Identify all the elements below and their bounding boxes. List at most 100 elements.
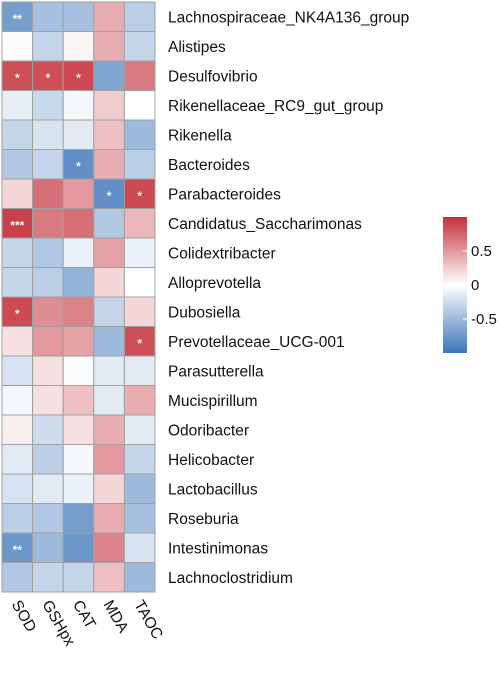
heatmap-cell-dubosiella-cat bbox=[62, 296, 95, 327]
heatmap-cell-mucispirillum-taoc bbox=[123, 385, 156, 416]
heatmap-cell-alloprevotella-mda bbox=[93, 267, 125, 298]
row-label-colidextribacter: Colidextribacter bbox=[168, 245, 276, 262]
column-label-sod: SOD bbox=[8, 598, 40, 636]
row-label-odoribacter: Odoribacter bbox=[168, 422, 249, 439]
heatmap-cell-mucispirillum-sod bbox=[1, 385, 34, 416]
heatmap-cell-parasutterella-sod bbox=[1, 355, 34, 386]
heatmap-cell-helicobacter-sod bbox=[1, 444, 34, 475]
heatmap-cell-bacteroides-mda bbox=[93, 149, 125, 180]
heatmap-cell-rikenella-mda bbox=[93, 119, 125, 150]
significance-mark: *** bbox=[10, 218, 24, 232]
color-legend-ticks: 0.5 0 -0.5 bbox=[463, 243, 497, 328]
heatmap-cell-odoribacter-sod bbox=[1, 414, 34, 445]
row-label-parasutterella: Parasutterella bbox=[168, 363, 264, 380]
heatmap-cell-rikenellaceae-rc9-gut-group-taoc bbox=[123, 90, 156, 121]
row-label-desulfovibrio: Desulfovibrio bbox=[168, 68, 258, 85]
heatmap-cell-lachnospiraceae-nk4a136-group-cat bbox=[62, 1, 95, 32]
significance-mark: * bbox=[76, 71, 81, 85]
heatmap-cell-mucispirillum-gshpx bbox=[32, 385, 64, 416]
row-label-prevotellaceae-ucg-001: Prevotellaceae_UCG-001 bbox=[168, 334, 345, 351]
heatmap-cell-parabacteroides-gshpx bbox=[32, 178, 64, 209]
heatmap-cell-roseburia-sod bbox=[1, 503, 34, 534]
color-legend-tick-label: 0.5 bbox=[471, 243, 492, 260]
heatmap-cell-mucispirillum-mda bbox=[93, 385, 125, 416]
heatmap-cell-colidextribacter-cat bbox=[62, 237, 95, 268]
heatmap-cell-prevotellaceae-ucg-001-taoc bbox=[123, 326, 156, 357]
heatmap-cell-candidatus-saccharimonas-cat bbox=[62, 208, 95, 239]
significance-mark: * bbox=[137, 336, 142, 350]
heatmap-cell-alloprevotella-sod bbox=[1, 267, 34, 298]
color-legend: 0.5 0 -0.5 bbox=[443, 217, 497, 353]
heatmap-cell-odoribacter-taoc bbox=[123, 414, 156, 445]
row-label-alistipes: Alistipes bbox=[168, 39, 226, 56]
heatmap-cell-alloprevotella-taoc bbox=[123, 267, 156, 298]
column-label-taoc: TAOC bbox=[130, 598, 166, 643]
heatmap-cell-prevotellaceae-ucg-001-cat bbox=[62, 326, 95, 357]
row-label-helicobacter: Helicobacter bbox=[168, 452, 254, 469]
significance-mark: * bbox=[15, 307, 20, 321]
heatmap-cell-bacteroides-gshpx bbox=[32, 149, 64, 180]
heatmap-cell-parasutterella-mda bbox=[93, 355, 125, 386]
heatmap-cell-colidextribacter-mda bbox=[93, 237, 125, 268]
heatmap-cell-lachnoclostridium-taoc bbox=[123, 562, 156, 593]
heatmap-cell-lactobacillus-mda bbox=[93, 473, 125, 504]
heatmap-cell-parasutterella-gshpx bbox=[32, 355, 64, 386]
heatmap-cell-roseburia-taoc bbox=[123, 503, 156, 534]
heatmap-cell-colidextribacter-taoc bbox=[123, 237, 156, 268]
heatmap-cell-lachnoclostridium-mda bbox=[93, 562, 125, 593]
heatmap-cell-lachnospiraceae-nk4a136-group-gshpx bbox=[32, 1, 64, 32]
heatmap-cells: *** * *** ******** bbox=[1, 1, 156, 593]
heatmap-cell-prevotellaceae-ucg-001-mda bbox=[93, 326, 125, 357]
heatmap-cell-helicobacter-mda bbox=[93, 444, 125, 475]
heatmap-cell-alloprevotella-cat bbox=[62, 267, 95, 298]
heatmap-cell-prevotellaceae-ucg-001-sod bbox=[1, 326, 34, 357]
heatmap-cell-roseburia-cat bbox=[62, 503, 95, 534]
color-legend-tick-label: 0 bbox=[471, 277, 479, 294]
column-label-cat: CAT bbox=[69, 598, 99, 633]
row-label-bacteroides: Bacteroides bbox=[168, 157, 250, 174]
heatmap-cell-helicobacter-taoc bbox=[123, 444, 156, 475]
row-label-candidatus-saccharimonas: Candidatus_Saccharimonas bbox=[168, 216, 362, 233]
significance-mark: * bbox=[76, 159, 81, 173]
heatmap-cell-alistipes-gshpx bbox=[32, 31, 64, 62]
heatmap-cell-parasutterella-taoc bbox=[123, 355, 156, 386]
heatmap-cell-dubosiella-mda bbox=[93, 296, 125, 327]
heatmap-cell-lachnoclostridium-cat bbox=[62, 562, 95, 593]
heatmap-cell-odoribacter-cat bbox=[62, 414, 95, 445]
heatmap-cell-candidatus-saccharimonas-taoc bbox=[123, 208, 156, 239]
heatmap-cell-alloprevotella-gshpx bbox=[32, 267, 64, 298]
heatmap-cell-intestinimonas-taoc bbox=[123, 532, 156, 563]
row-label-intestinimonas: Intestinimonas bbox=[168, 540, 268, 557]
heatmap-cell-rikenella-taoc bbox=[123, 119, 156, 150]
row-label-mucispirillum: Mucispirillum bbox=[168, 393, 258, 410]
heatmap-cell-rikenellaceae-rc9-gut-group-cat bbox=[62, 90, 95, 121]
heatmap-cell-desulfovibrio-mda bbox=[93, 60, 125, 91]
significance-mark: ** bbox=[13, 543, 23, 557]
column-label-mda: MDA bbox=[100, 598, 132, 637]
row-label-rikenellaceae-rc9-gut-group: Rikenellaceae_RC9_gut_group bbox=[168, 98, 383, 115]
significance-mark: * bbox=[46, 71, 51, 85]
heatmap-cell-lachnospiraceae-nk4a136-group-sod bbox=[1, 1, 34, 32]
heatmap-cell-desulfovibrio-taoc bbox=[123, 60, 156, 91]
heatmap-cell-odoribacter-gshpx bbox=[32, 414, 64, 445]
row-label-lachnoclostridium: Lachnoclostridium bbox=[168, 570, 293, 587]
heatmap-cell-intestinimonas-gshpx bbox=[32, 532, 64, 563]
heatmap-cell-candidatus-saccharimonas-gshpx bbox=[32, 208, 64, 239]
heatmap-cell-parabacteroides-mda bbox=[93, 178, 125, 209]
heatmap-cell-alistipes-mda bbox=[93, 31, 125, 62]
heatmap-cell-mucispirillum-cat bbox=[62, 385, 95, 416]
heatmap-cell-dubosiella-gshpx bbox=[32, 296, 64, 327]
heatmap-cell-alistipes-cat bbox=[62, 31, 95, 62]
heatmap-cell-roseburia-gshpx bbox=[32, 503, 64, 534]
heatmap-cell-parabacteroides-cat bbox=[62, 178, 95, 209]
heatmap-cell-helicobacter-gshpx bbox=[32, 444, 64, 475]
heatmap-cell-bacteroides-sod bbox=[1, 149, 34, 180]
heatmap-cell-lachnoclostridium-gshpx bbox=[32, 562, 64, 593]
heatmap-cell-colidextribacter-sod bbox=[1, 237, 34, 268]
heatmap-cell-odoribacter-mda bbox=[93, 414, 125, 445]
heatmap-cell-dubosiella-taoc bbox=[123, 296, 156, 327]
heatmap-cell-intestinimonas-mda bbox=[93, 532, 125, 563]
heatmap-cell-bacteroides-taoc bbox=[123, 149, 156, 180]
